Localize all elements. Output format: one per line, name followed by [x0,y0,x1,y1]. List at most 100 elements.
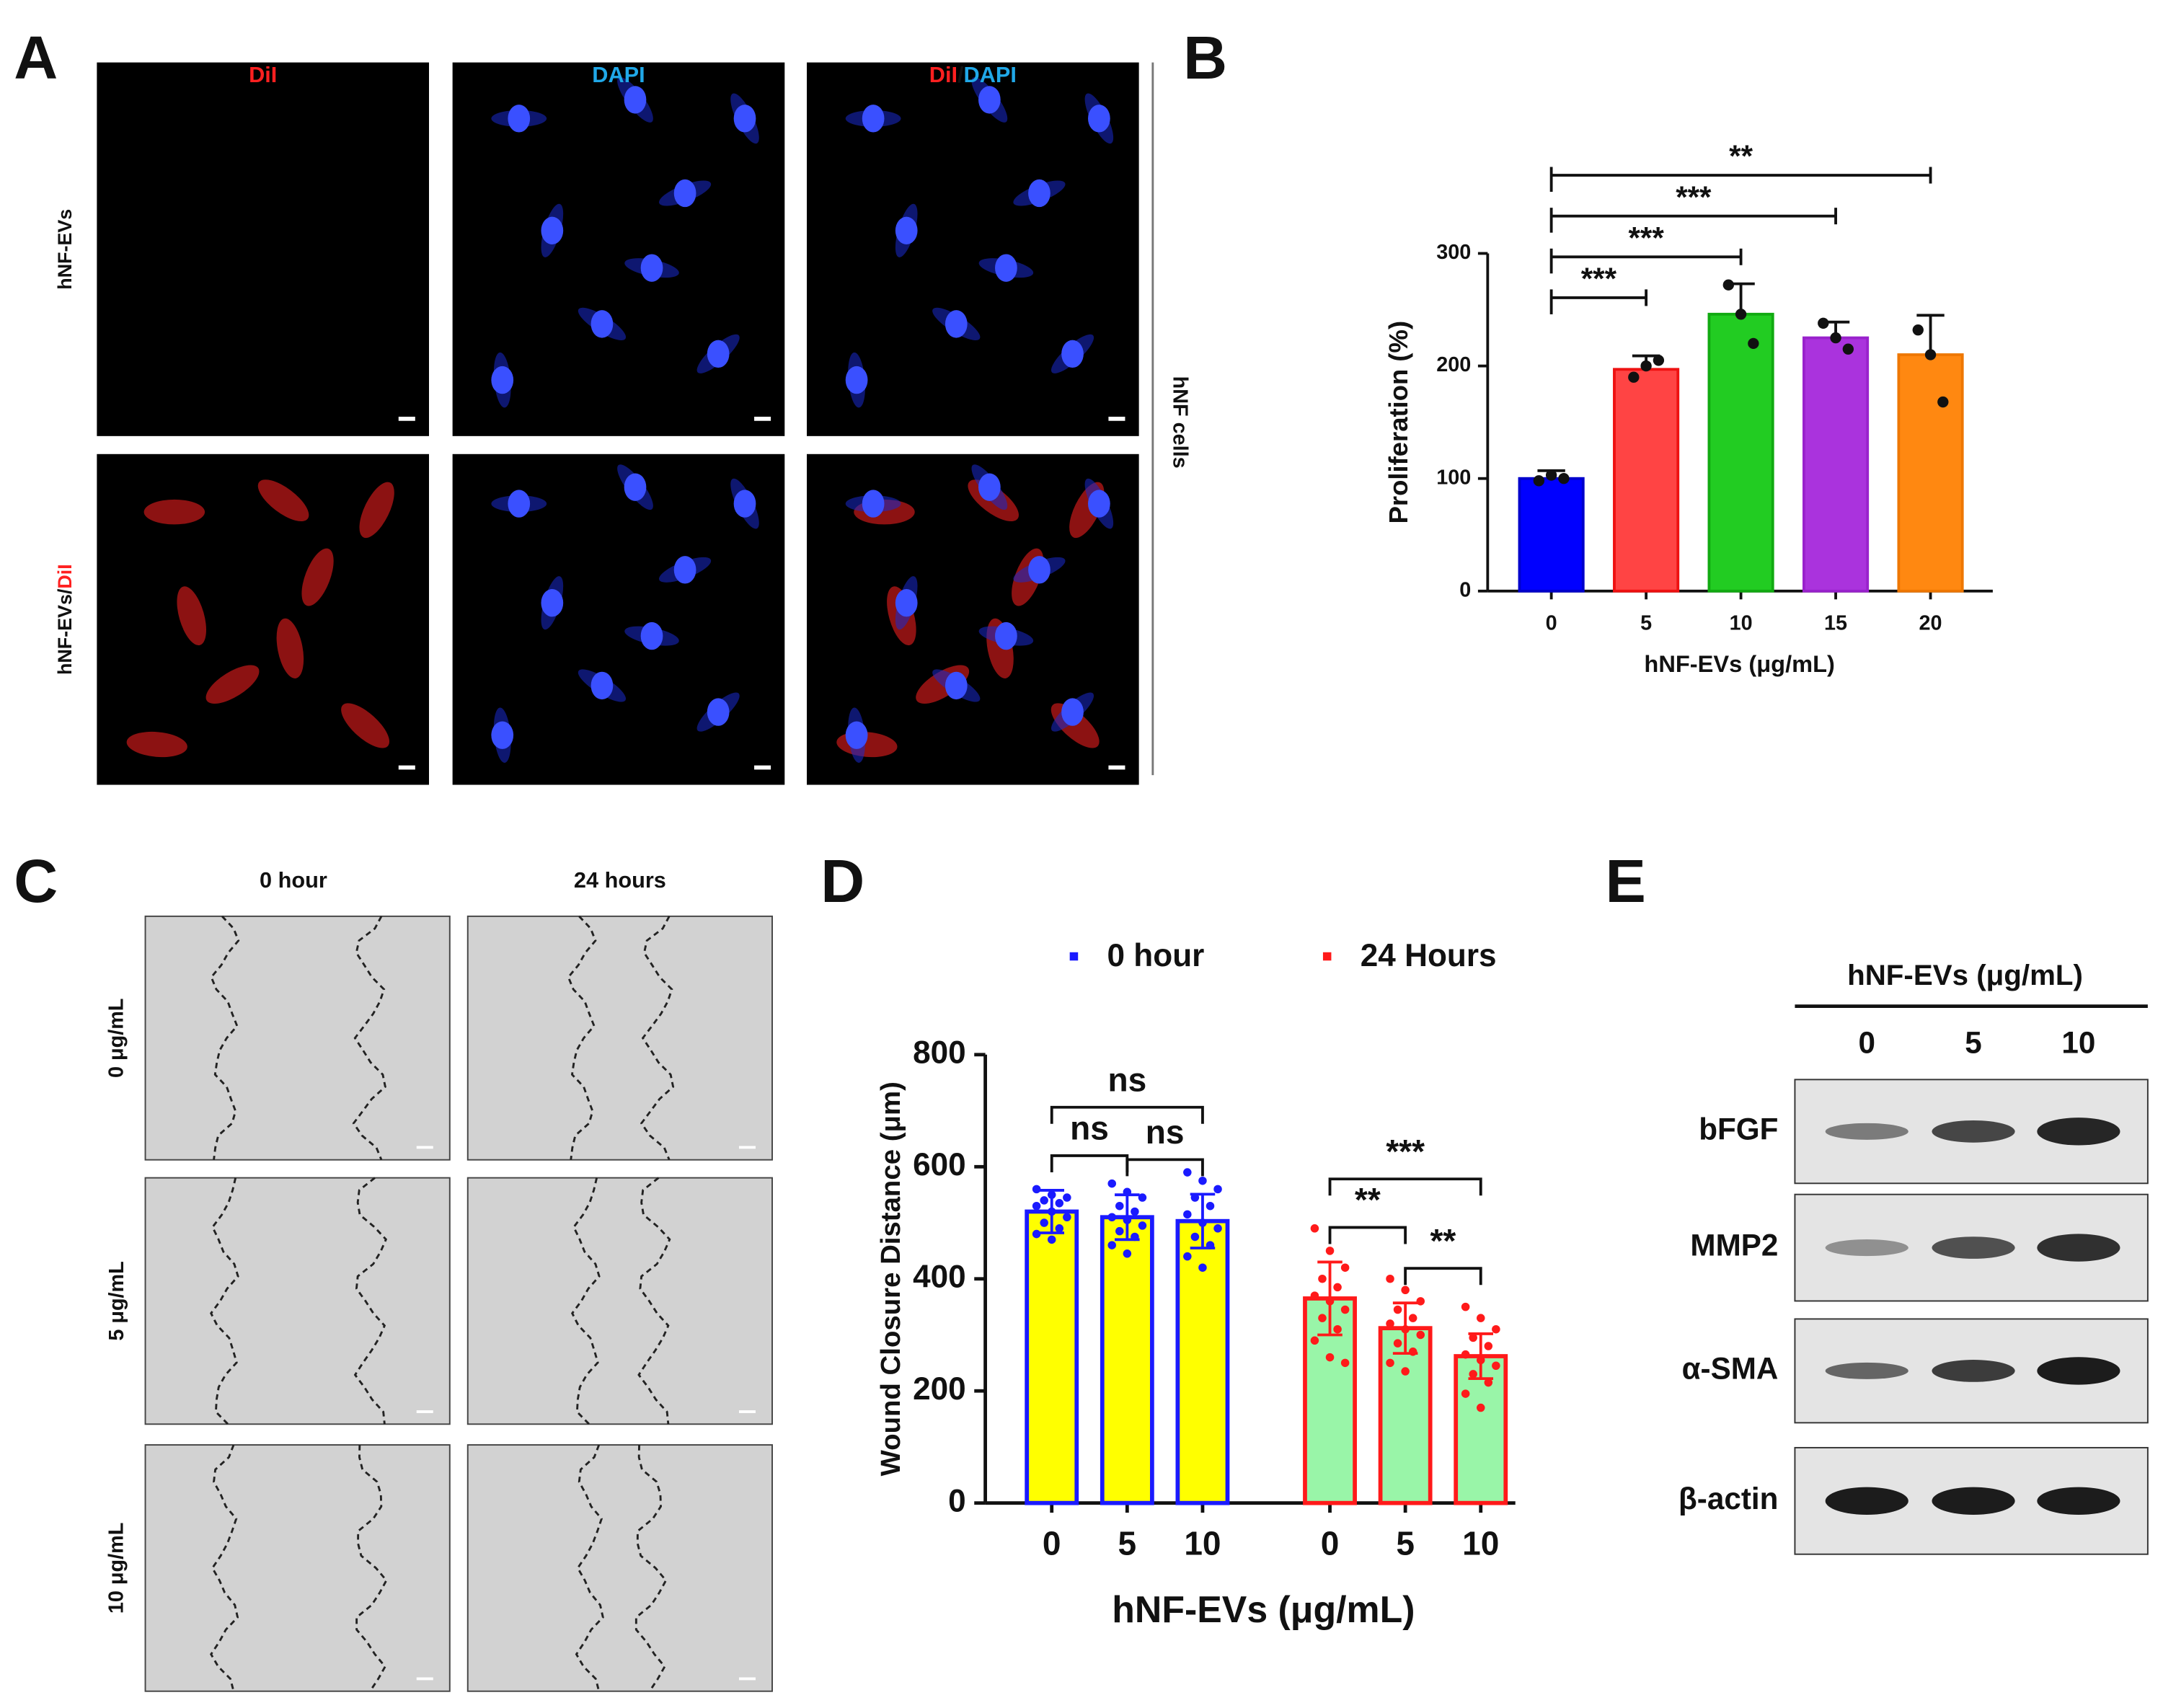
nucleus [1061,340,1084,368]
blot-title: hNF-EVs (μg/mL) [1847,959,2083,991]
nucleus [862,490,885,518]
scratch-image [144,1177,451,1425]
data-point [1115,1201,1124,1211]
data-point [1545,469,1557,481]
data-point [1055,1199,1064,1208]
data-point [1735,309,1747,320]
blot-band [1825,1487,1908,1515]
scale-bar [416,1146,433,1149]
wound-edge [640,916,675,1161]
text-part: DiI [929,62,957,87]
data-point [1461,1302,1470,1311]
panel-letter: B [1183,24,1227,92]
data-point [1393,1339,1402,1348]
column-title: DiI [249,62,277,87]
bar [1025,1209,1079,1505]
wound-edge [210,1444,239,1692]
data-point [1333,1283,1342,1292]
data-point [1131,1207,1139,1216]
data-point [1628,371,1640,383]
nucleus [491,721,514,749]
bar [1518,477,1585,593]
legend-label: 24 Hours [1361,938,1497,973]
data-point [1183,1210,1192,1219]
data-point [1123,1249,1132,1258]
wound-edge [352,916,386,1161]
nucleus [491,366,514,394]
data-point [1318,1274,1327,1283]
text-part: DAPI [964,62,1017,87]
x-tick-label: 0 [1043,1524,1061,1562]
nucleus [862,105,885,133]
y-tick-label: 0 [1459,578,1471,601]
wound-edge [353,1177,388,1425]
data-point [1047,1235,1056,1244]
nucleus [845,721,868,749]
text-part: / [957,62,964,87]
nucleus [590,310,614,338]
nucleus [1028,179,1050,208]
nucleus [640,254,663,282]
panel-letter: A [14,24,58,92]
x-tick-label: 5 [1640,611,1652,634]
y-tick-label: 0 [948,1483,966,1518]
row-label: hNF-EVs [54,209,76,290]
error-bar [1468,1332,1494,1381]
nucleus [673,179,696,208]
x-tick-label: 0 [1546,611,1557,634]
lane-label: 0 [1859,1026,1875,1060]
data-point [1107,1213,1116,1222]
data-point [1115,1226,1124,1236]
blot-row-label: β-actin [1678,1482,1778,1515]
nucleus [1088,490,1110,518]
y-tick-label: 100 [1436,466,1471,489]
data-point [1213,1224,1222,1233]
blot-band [1825,1362,1908,1379]
scale-bar [398,765,415,770]
scale-bar [398,416,415,421]
data-point [1063,1213,1071,1222]
data-point [1722,279,1734,291]
lane-label: 5 [1965,1026,1981,1060]
data-point [1183,1252,1192,1261]
data-point [1842,343,1854,355]
micrograph [97,62,430,436]
wound-edge [210,915,240,1160]
nucleus [733,490,756,518]
data-point [1748,337,1759,350]
data-point [1386,1274,1394,1283]
y-axis-label: Proliferation (%) [1384,321,1413,524]
data-point [1469,1333,1477,1342]
nucleus [978,473,1001,501]
data-point [1198,1263,1207,1272]
bracket [1404,1267,1482,1286]
data-point [1213,1185,1222,1194]
data-point [1653,355,1665,366]
nucleus [673,556,696,584]
data-point [1386,1319,1394,1328]
data-point [1818,317,1829,329]
data-point [1476,1403,1485,1412]
data-point [1386,1358,1394,1368]
scale-bar [416,1677,433,1681]
blot-band [2037,1357,2120,1385]
bar [1175,1218,1230,1505]
data-point [1401,1367,1410,1376]
data-point [1533,475,1545,487]
text-part: hNF-EVs [54,209,76,290]
blot-band [1932,1236,2015,1259]
significance-label: ** [1355,1181,1381,1218]
significance-label: *** [1386,1133,1425,1170]
bracket [1328,1177,1482,1196]
panel-letter: D [820,847,864,915]
data-point [1318,1314,1327,1322]
error-bar [1916,314,1945,355]
nucleus [508,490,531,518]
blot-row-label: bFGF [1699,1112,1778,1146]
data-point [1138,1193,1147,1202]
nucleus [624,473,647,501]
data-point [1206,1201,1215,1211]
bracket [1050,1154,1129,1172]
text-part: DAPI [592,62,645,87]
nucleus [978,86,1001,114]
